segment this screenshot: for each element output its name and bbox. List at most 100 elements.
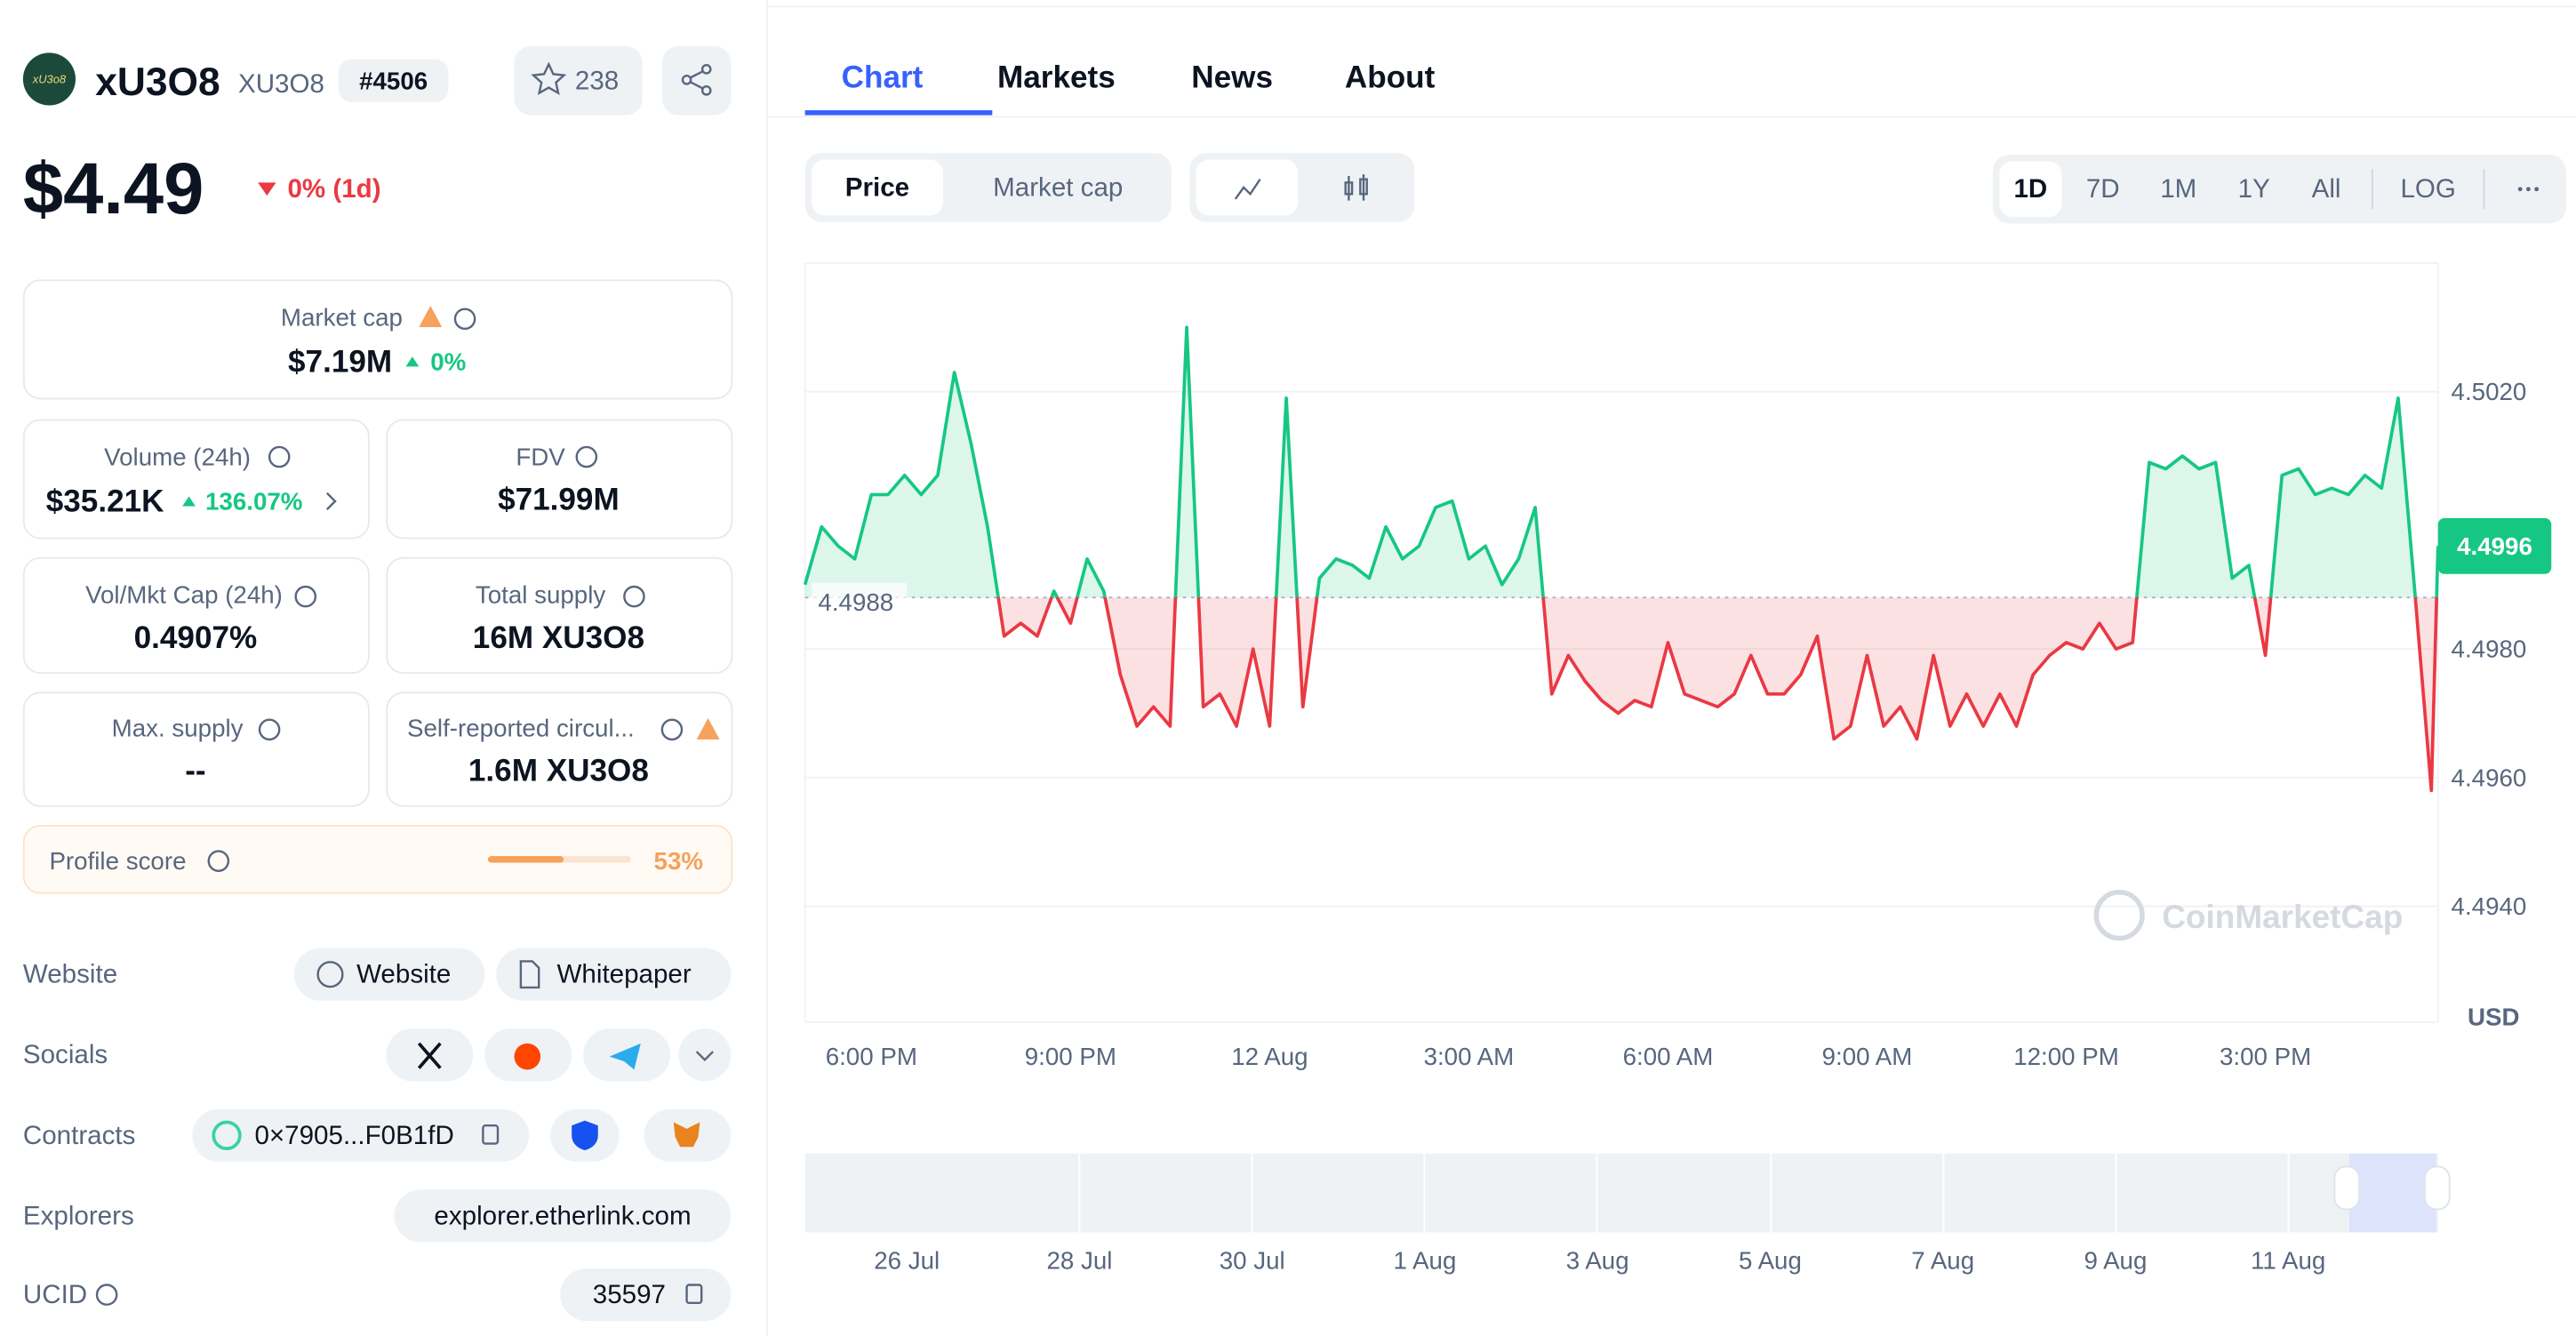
chart-style-active[interactable] — [1196, 159, 1299, 216]
copy-icon[interactable] — [482, 1124, 500, 1145]
navigator-date: 26 Jul — [874, 1246, 940, 1274]
watchlist-count: 238 — [575, 66, 619, 95]
coin-logo — [22, 52, 76, 106]
ucid-value: 35597 — [593, 1280, 666, 1309]
warning-icon — [419, 305, 443, 327]
fdv-card — [386, 419, 733, 540]
price: $4.49 — [23, 148, 204, 229]
rank: #4506 — [359, 67, 428, 94]
x-tick-label: 3:00 AM — [1424, 1043, 1515, 1070]
explorer-button[interactable] — [394, 1189, 732, 1243]
mode-option[interactable]: Price — [845, 172, 909, 202]
website-button[interactable] — [293, 948, 485, 1001]
watchlist-button[interactable] — [514, 45, 643, 116]
range-option[interactable]: All — [2312, 174, 2341, 204]
y-tick-label: 4.5020 — [2452, 378, 2527, 405]
shield-icon — [572, 1120, 598, 1150]
range-option[interactable]: 1M — [2160, 174, 2196, 204]
profile-card[interactable] — [22, 825, 733, 894]
range-option[interactable]: 1D — [2013, 174, 2047, 204]
navigator-handle[interactable] — [2424, 1165, 2451, 1211]
more-socials-button[interactable] — [678, 1028, 732, 1082]
currency-label: USD — [2468, 1004, 2520, 1031]
price-change: 0% (1d) — [287, 174, 380, 204]
x-tick-label: 6:00 PM — [826, 1043, 917, 1070]
price-line — [803, 325, 2440, 793]
circulating-value: 1.6M XU3O8 — [468, 754, 649, 788]
baseline-label-bg — [812, 582, 908, 612]
info-icon — [95, 1284, 118, 1306]
tab[interactable]: About — [1345, 60, 1436, 95]
x-icon — [417, 1042, 442, 1069]
website-label: Website — [23, 960, 117, 989]
x-tick-label: 6:00 AM — [1623, 1043, 1714, 1070]
market-cap-change: 0% — [430, 348, 466, 375]
market-cap-card — [22, 279, 733, 400]
navigator-date: 30 Jul — [1220, 1246, 1285, 1274]
mode-option[interactable]: Market cap — [993, 172, 1123, 202]
y-tick-label: 4.4940 — [2452, 892, 2527, 920]
navigator-handle[interactable] — [2333, 1165, 2360, 1211]
star-icon — [531, 61, 567, 96]
fdv-value: $71.99M — [498, 483, 620, 517]
navigator-selection[interactable] — [2348, 1153, 2436, 1233]
up-arrow — [182, 496, 196, 507]
current-price-tag — [2437, 517, 2552, 574]
watermark: CoinMarketCap — [2162, 899, 2403, 935]
navigator-separators — [1078, 1153, 2290, 1233]
circulating-label: Self-reported circul... — [407, 714, 635, 741]
copy-icon[interactable] — [685, 1284, 703, 1305]
profile-bar — [487, 856, 564, 863]
tab-underline — [804, 110, 993, 116]
explorer-link: explorer.etherlink.com — [434, 1201, 691, 1230]
socials-label: Socials — [23, 1040, 108, 1069]
chevron-icon — [695, 1051, 714, 1061]
range-toggle — [1992, 154, 2566, 224]
navigator-date: 7 Aug — [1911, 1246, 1974, 1274]
x-tick-label: 9:00 AM — [1822, 1043, 1913, 1070]
x-tick-label: 12:00 PM — [2013, 1043, 2119, 1070]
share-button[interactable] — [661, 45, 732, 116]
coin-name: xU3O8 — [95, 60, 220, 104]
current-price: 4.4996 — [2457, 532, 2532, 560]
down-arrow — [258, 182, 276, 196]
info-icon — [575, 445, 598, 468]
tab[interactable]: Chart — [842, 60, 924, 95]
candle-icon[interactable] — [1344, 174, 1368, 201]
info-icon — [294, 585, 317, 608]
max-supply-card — [22, 692, 370, 807]
y-tick-label: 4.4960 — [2452, 764, 2527, 791]
share-icon — [681, 64, 712, 96]
info-icon — [207, 850, 230, 872]
market-cap-label: Market cap — [281, 303, 403, 331]
navigator-date: 28 Jul — [1046, 1246, 1112, 1274]
info-icon — [453, 308, 476, 331]
price-chart: 4.4940 4.4960 4.4980 4.5020 6:00 PM 9:00 PM 12… — [803, 325, 2552, 1070]
globe-icon — [316, 961, 344, 988]
volume-card[interactable] — [22, 419, 370, 540]
navigator — [804, 1153, 2438, 1233]
contract-button[interactable] — [192, 1108, 530, 1162]
x-tick-label: 9:00 PM — [1025, 1043, 1116, 1070]
market-cap-value: $7.19M — [288, 344, 392, 379]
navigator-date: 3 Aug — [1566, 1246, 1629, 1274]
info-icon — [268, 445, 291, 468]
contract-address: 0×7905...F0B1fD — [254, 1121, 453, 1150]
whitepaper-button[interactable] — [496, 948, 732, 1001]
range-option[interactable]: 7D — [2086, 174, 2120, 204]
contracts-label: Contracts — [23, 1121, 136, 1150]
profile-label: Profile score — [49, 847, 186, 875]
fdv-label: FDV — [516, 444, 565, 471]
range-option[interactable]: LOG — [2400, 174, 2455, 204]
max-supply-label: Max. supply — [112, 714, 244, 741]
y-tick-label: 4.4980 — [2452, 636, 2527, 663]
vol-mkt-card — [22, 556, 370, 674]
price-area — [804, 327, 2438, 791]
up-arrow — [405, 356, 420, 367]
range-option[interactable]: 1Y — [2238, 174, 2270, 204]
more-button[interactable] — [2517, 187, 2540, 192]
tab[interactable]: Markets — [997, 60, 1116, 95]
tab[interactable]: News — [1191, 60, 1273, 95]
info-icon — [623, 585, 645, 608]
watermark-logo — [2093, 890, 2145, 941]
